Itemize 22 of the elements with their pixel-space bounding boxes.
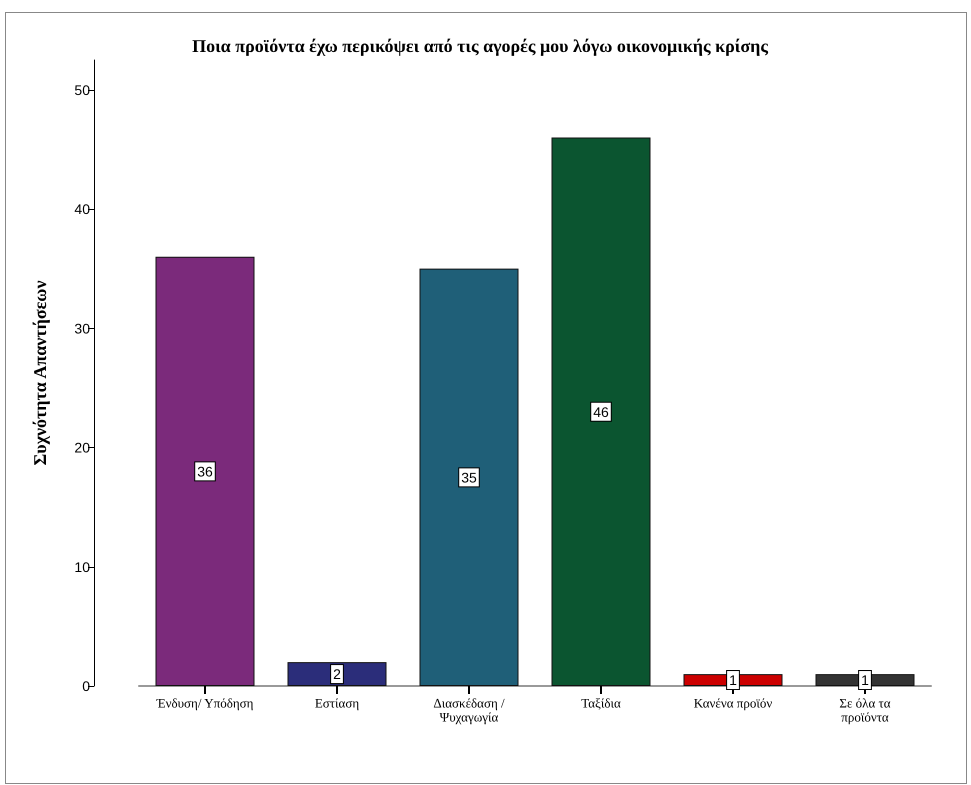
data-label: 35 xyxy=(461,469,477,486)
y-tick-label: 50 xyxy=(74,82,90,98)
data-label: 46 xyxy=(593,404,609,420)
data-label: 1 xyxy=(861,672,870,688)
y-axis-title: Συχνότητα Απαντήσεων xyxy=(30,280,50,466)
bar xyxy=(552,138,650,686)
y-tick-label: 40 xyxy=(74,201,90,218)
x-tick-label: Διασκέδαση / Ψυχαγωγία xyxy=(433,696,506,724)
x-tick-label: Ένδυση/ Υπόδηση xyxy=(156,696,254,710)
data-label: 1 xyxy=(729,672,738,688)
chart-title: Ποια προϊόντα έχω περικόψει από τις αγορές μου λόγω οικονομικής κρίσης xyxy=(192,36,768,56)
y-tick-label: 10 xyxy=(74,558,90,575)
y-tick-label: 20 xyxy=(74,440,90,456)
x-tick-label: Σε όλα τα προϊόντα xyxy=(839,696,891,724)
x-tick-label: Εστίαση xyxy=(314,696,360,710)
data-label: 2 xyxy=(333,666,342,682)
x-tick-label: Κανένα προϊόν xyxy=(694,696,772,710)
x-tick-label: Ταξίδια xyxy=(581,696,621,710)
bar xyxy=(156,256,254,686)
y-tick-label: 30 xyxy=(74,320,90,336)
data-label: 36 xyxy=(197,463,213,480)
bar xyxy=(420,268,518,686)
